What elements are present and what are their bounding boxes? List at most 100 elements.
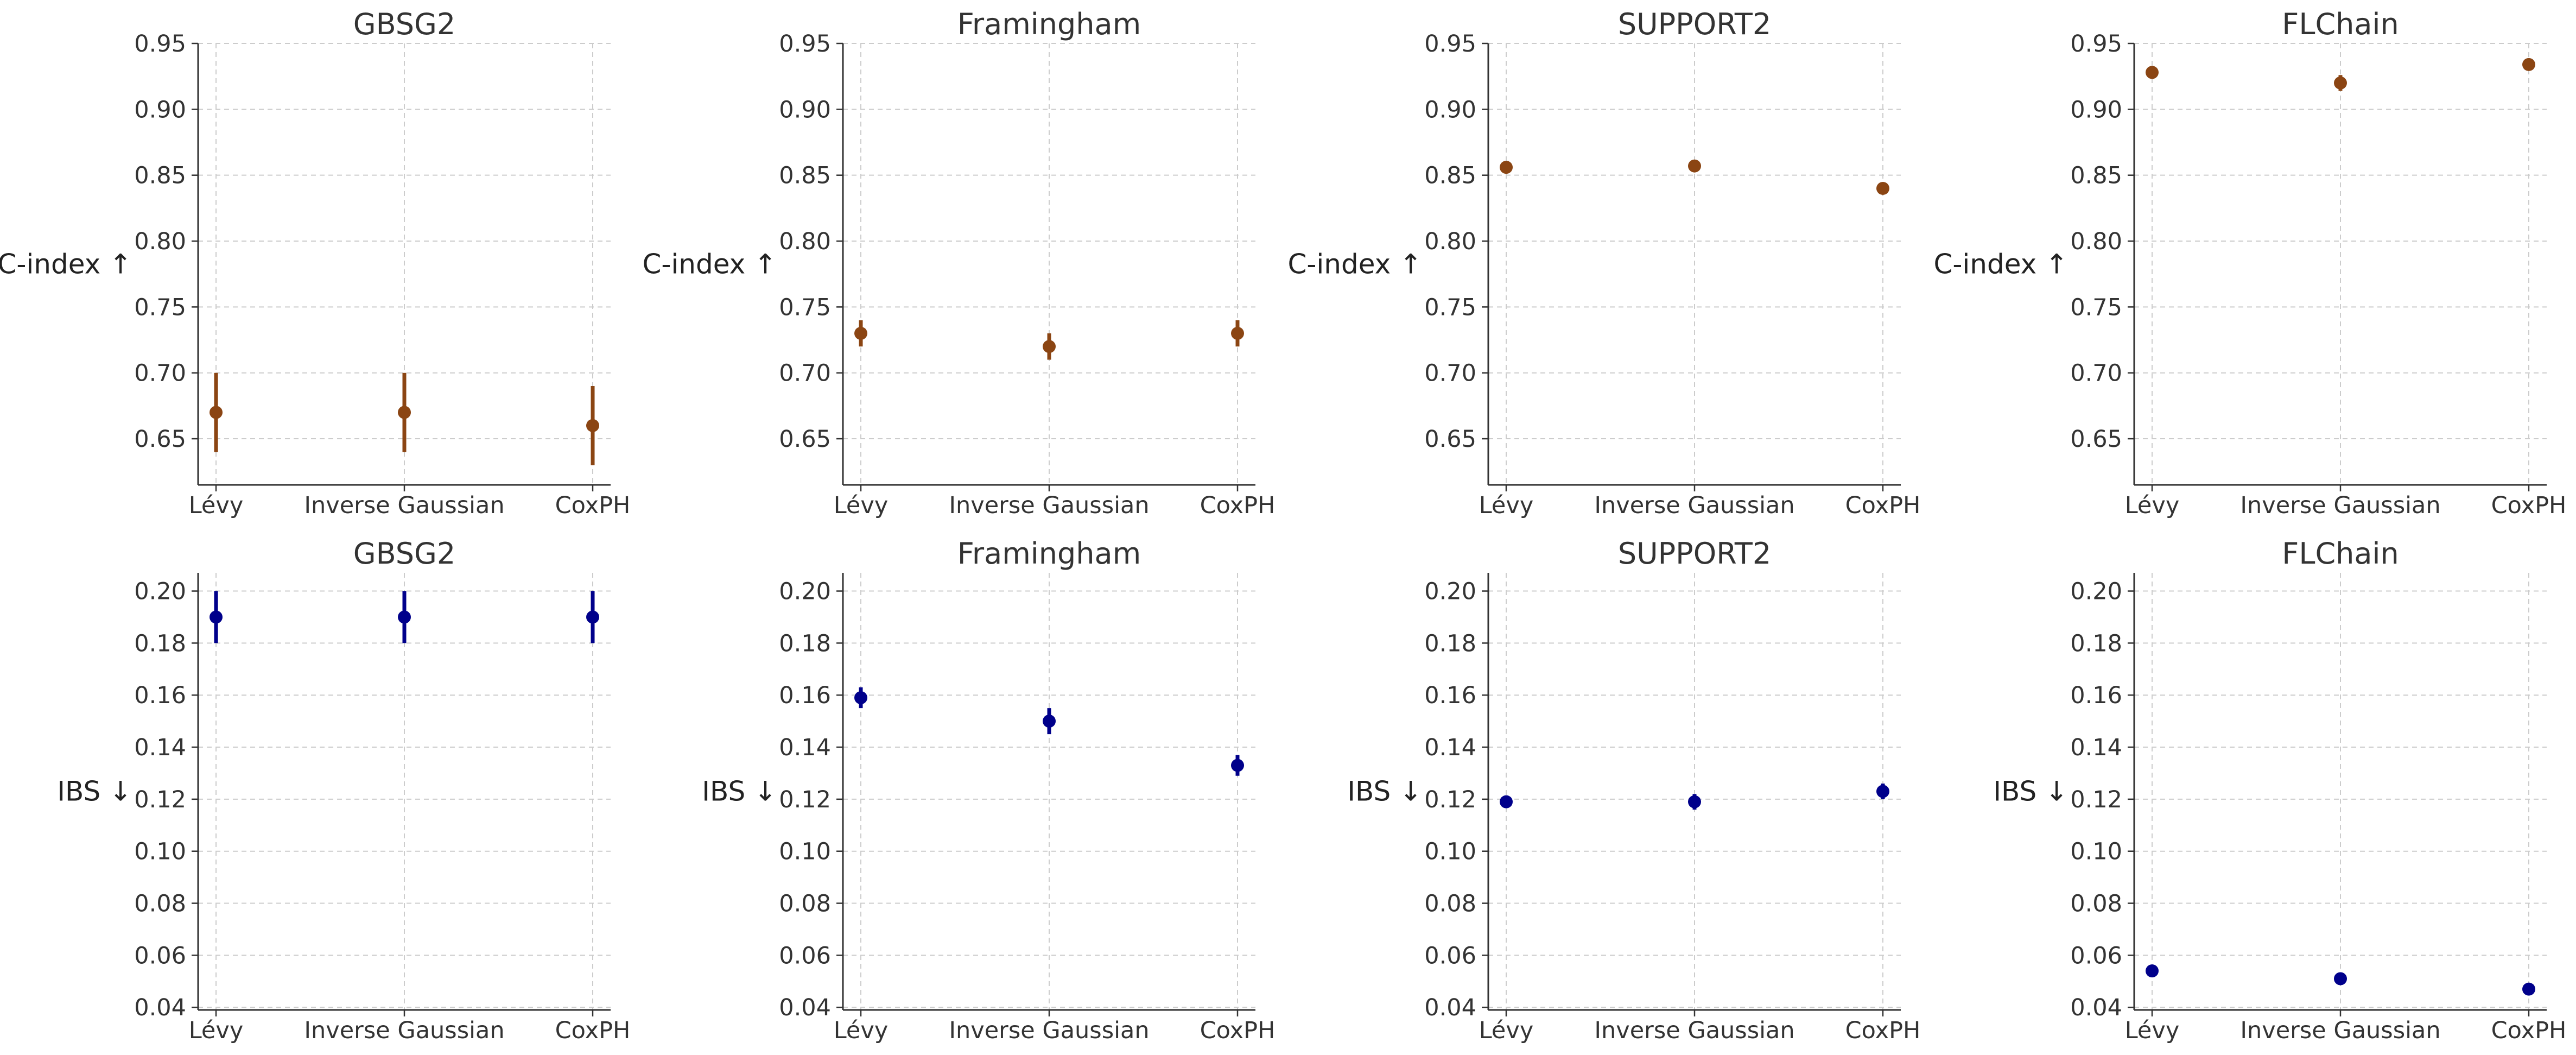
data-point <box>210 610 223 624</box>
y-tick-label: 0.12 <box>1424 786 1476 813</box>
y-tick-label: 0.04 <box>2070 994 2122 1021</box>
y-tick-label: 0.10 <box>1424 838 1476 866</box>
y-tick-label: 0.18 <box>779 630 831 657</box>
panel-title: FLChain <box>2282 536 2399 571</box>
y-tick-label: 0.70 <box>1424 360 1476 387</box>
panel-ibs-gbsg2: 0.04 0.06 0.08 0.10 0.12 0.14 0.16 0.18 0.20 Lévy… <box>57 536 630 1044</box>
y-tick-label: 0.14 <box>779 734 831 761</box>
y-tick-label: 0.10 <box>134 838 186 866</box>
y-tick-label: 0.20 <box>779 578 831 605</box>
y-tick-label: 0.08 <box>2070 890 2122 918</box>
y-tick-label: 0.16 <box>2070 682 2122 709</box>
y-tick-label: 0.80 <box>134 228 186 255</box>
y-tick-label: 0.65 <box>2070 426 2122 453</box>
y-tick-label: 0.70 <box>134 360 186 387</box>
y-tick-label: 0.75 <box>134 294 186 321</box>
y-tick-label: 0.08 <box>1424 890 1476 918</box>
y-axis-label: IBS ↓ <box>702 776 777 807</box>
y-axis-label: IBS ↓ <box>57 776 132 807</box>
data-point <box>1231 326 1244 340</box>
y-tick-label: 0.80 <box>2070 228 2122 255</box>
y-tick-label: 0.75 <box>779 294 831 321</box>
y-tick-label: 0.85 <box>134 162 186 189</box>
y-tick-label: 0.80 <box>779 228 831 255</box>
data-point <box>1876 181 1889 195</box>
y-tick-label: 0.90 <box>134 96 186 123</box>
y-tick-label: 0.10 <box>779 838 831 866</box>
data-point <box>854 326 867 340</box>
data-point <box>2334 972 2347 985</box>
data-point <box>1688 159 1701 173</box>
y-tick-label: 0.18 <box>2070 630 2122 657</box>
y-tick-label: 0.65 <box>779 426 831 453</box>
x-tick-label: Lévy <box>189 1017 244 1044</box>
y-tick-label: 0.08 <box>134 890 186 918</box>
y-tick-label: 0.18 <box>134 630 186 657</box>
y-axis-label: C-index ↑ <box>1287 249 1422 280</box>
panel-title: GBSG2 <box>353 7 455 41</box>
y-tick-label: 0.12 <box>2070 786 2122 813</box>
data-point <box>1876 785 1889 798</box>
x-tick-label: Inverse Gaussian <box>949 492 1149 519</box>
x-tick-label: CoxPH <box>2491 492 2567 519</box>
panel-title: Framingham <box>957 7 1141 41</box>
data-point <box>398 406 411 419</box>
y-tick-label: 0.85 <box>779 162 831 189</box>
y-tick-label: 0.90 <box>779 96 831 123</box>
y-axis-label: C-index ↑ <box>0 249 132 280</box>
panel-cindex-flchain: 0.65 0.70 0.75 0.80 0.85 0.90 0.95 Lévy Inverse … <box>1933 7 2566 519</box>
y-tick-label: 0.14 <box>2070 734 2122 761</box>
x-tick-label: CoxPH <box>1845 1017 1921 1044</box>
y-tick-label: 0.16 <box>779 682 831 709</box>
y-tick-label: 0.20 <box>2070 578 2122 605</box>
x-tick-label: Inverse Gaussian <box>2240 492 2440 519</box>
y-tick-label: 0.20 <box>134 578 186 605</box>
y-tick-label: 0.06 <box>2070 942 2122 969</box>
panel-cindex-framingham: 0.65 0.70 0.75 0.80 0.85 0.90 0.95 Lévy Inverse … <box>642 7 1275 519</box>
panel-cindex-gbsg2: 0.65 0.70 0.75 0.80 0.85 0.90 0.95 Lévy Inverse … <box>0 7 630 519</box>
panel-title: Framingham <box>957 536 1141 571</box>
y-tick-label: 0.70 <box>2070 360 2122 387</box>
x-tick-label: Inverse Gaussian <box>949 1017 1149 1044</box>
data-point <box>1500 161 1513 174</box>
y-tick-label: 0.12 <box>779 786 831 813</box>
data-point <box>1043 340 1056 353</box>
y-tick-label: 0.16 <box>134 682 186 709</box>
data-point <box>2334 76 2347 90</box>
panel-ibs-framingham: 0.04 0.06 0.08 0.10 0.12 0.14 0.16 0.18 0.20 Lévy… <box>702 536 1275 1044</box>
x-tick-label: Lévy <box>1479 492 1534 519</box>
y-axis-label: C-index ↑ <box>1933 249 2068 280</box>
y-tick-label: 0.06 <box>779 942 831 969</box>
x-tick-label: CoxPH <box>1200 1017 1276 1044</box>
data-point <box>1231 759 1244 772</box>
data-point <box>1688 795 1701 808</box>
x-tick-label: CoxPH <box>1845 492 1921 519</box>
x-tick-label: Inverse Gaussian <box>1594 492 1794 519</box>
panel-title: FLChain <box>2282 7 2399 41</box>
x-tick-label: Inverse Gaussian <box>304 492 504 519</box>
y-tick-label: 0.95 <box>779 30 831 58</box>
y-tick-label: 0.90 <box>2070 96 2122 123</box>
y-tick-label: 0.04 <box>1424 994 1476 1021</box>
panel-title: GBSG2 <box>353 536 455 571</box>
x-tick-label: Lévy <box>189 492 244 519</box>
y-tick-label: 0.04 <box>779 994 831 1021</box>
x-tick-label: Lévy <box>1479 1017 1534 1044</box>
y-tick-label: 0.75 <box>2070 294 2122 321</box>
y-tick-label: 0.95 <box>134 30 186 58</box>
data-point <box>586 419 599 432</box>
data-point <box>2522 982 2535 996</box>
x-tick-label: Lévy <box>2125 1017 2180 1044</box>
data-point <box>2146 964 2159 978</box>
x-tick-label: CoxPH <box>1200 492 1276 519</box>
data-point <box>1500 795 1513 808</box>
y-axis-label: IBS ↓ <box>1347 776 1422 807</box>
x-tick-label: CoxPH <box>555 1017 631 1044</box>
data-point <box>1043 715 1056 728</box>
y-tick-label: 0.06 <box>1424 942 1476 969</box>
x-tick-label: Lévy <box>2125 492 2180 519</box>
y-tick-label: 0.20 <box>1424 578 1476 605</box>
y-tick-label: 0.08 <box>779 890 831 918</box>
data-point <box>2146 66 2159 79</box>
